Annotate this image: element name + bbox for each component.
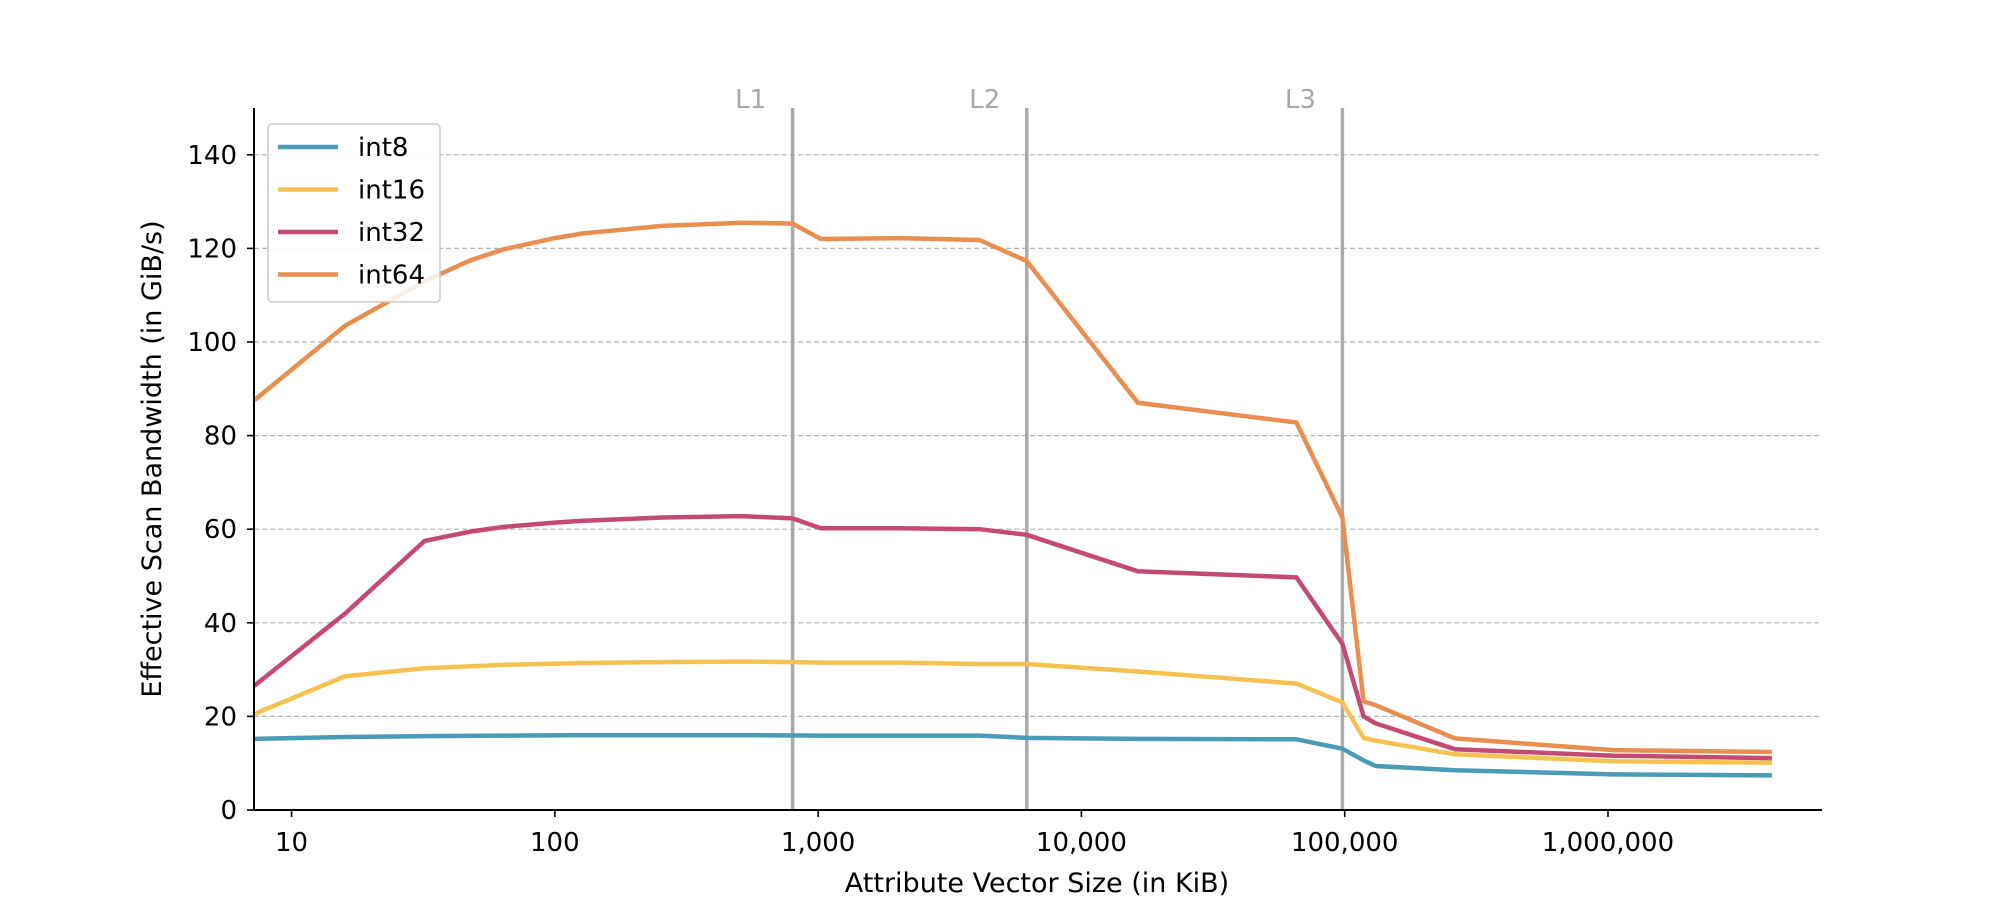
series-line-int64	[252, 220, 1772, 755]
y-axis-ticks: 0 20 40 60 80 100 120 140	[187, 141, 254, 826]
series-line-int16	[253, 659, 1772, 765]
x-axis-ticks: 10 100 1,000 10,000 100,000 1,000,000	[275, 810, 1674, 858]
y-tick-label: 80	[204, 422, 237, 452]
cache-level-markers: L1 L2 L3	[735, 85, 1345, 810]
y-tick-label: 20	[204, 702, 237, 732]
legend-label-int8: int8	[358, 133, 408, 163]
x-tick-label: 100	[530, 828, 580, 858]
y-tick-label: 100	[187, 328, 237, 358]
x-tick-label: 10	[275, 828, 308, 858]
legend-label-int32: int32	[358, 218, 425, 248]
y-tick-label: 0	[220, 796, 237, 826]
y-tick-label: 120	[187, 234, 237, 264]
grid-lines	[254, 154, 1822, 718]
x-tick-label: 10,000	[1036, 828, 1127, 858]
x-tick-label: 100,000	[1291, 828, 1399, 858]
y-tick-label: 140	[187, 141, 237, 171]
cache-label-l3: L3	[1285, 85, 1316, 115]
legend-box	[267, 123, 441, 303]
x-tick-label: 1,000,000	[1542, 828, 1674, 858]
x-tick-label: 1,000	[781, 828, 855, 858]
series-lines	[252, 220, 1772, 778]
series-line-int8	[253, 732, 1772, 778]
x-axis-title: Attribute Vector Size (in KiB)	[845, 868, 1229, 899]
y-tick-label: 40	[204, 609, 237, 639]
series-line-int32	[252, 513, 1772, 761]
cache-label-l1: L1	[735, 85, 766, 115]
legend: int8 int16 int32 int64	[267, 123, 441, 303]
cache-label-l2: L2	[969, 85, 1000, 115]
axes	[253, 108, 1822, 811]
legend-label-int64: int64	[358, 261, 425, 291]
y-tick-label: 60	[204, 515, 237, 545]
legend-label-int16: int16	[358, 176, 425, 206]
y-axis-title: Effective Scan Bandwidth (in GiB/s)	[137, 220, 168, 697]
